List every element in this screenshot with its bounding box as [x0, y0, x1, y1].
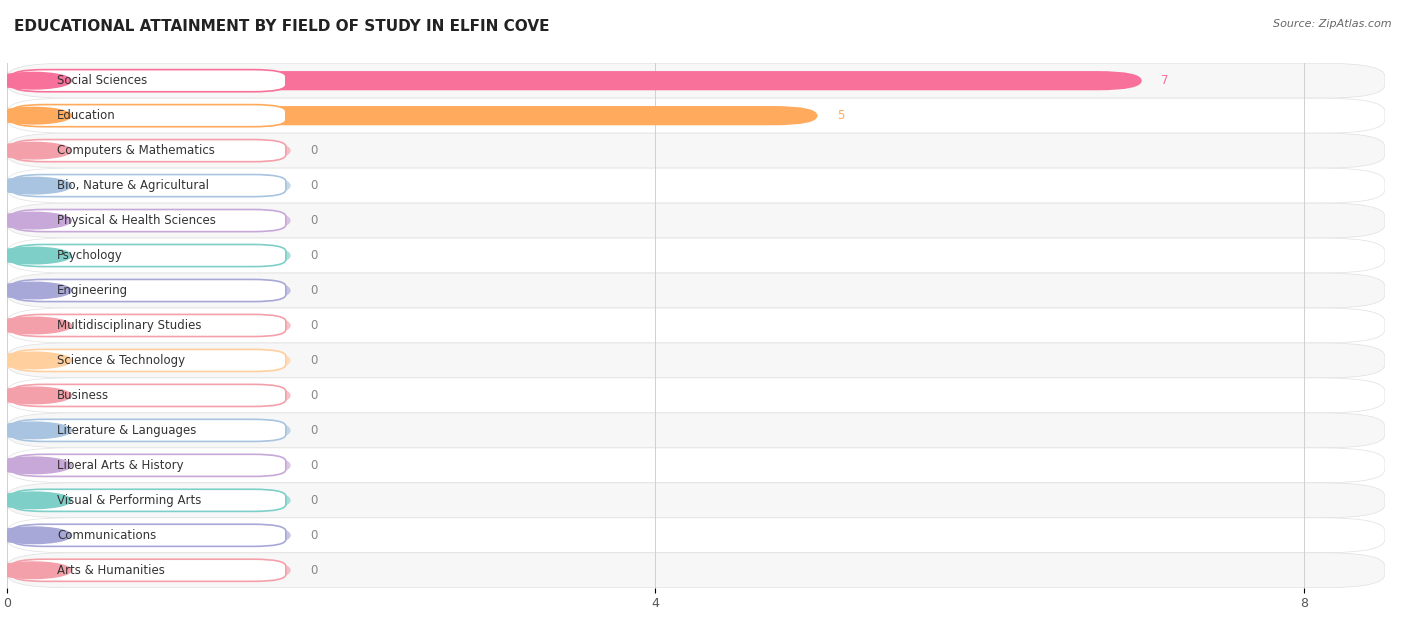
FancyBboxPatch shape	[7, 168, 1385, 203]
FancyBboxPatch shape	[7, 133, 1385, 168]
Text: Arts & Humanities: Arts & Humanities	[58, 564, 165, 577]
Circle shape	[0, 73, 72, 89]
FancyBboxPatch shape	[7, 63, 1385, 98]
FancyBboxPatch shape	[11, 105, 285, 126]
FancyBboxPatch shape	[7, 518, 1385, 553]
Text: Computers & Mathematics: Computers & Mathematics	[58, 144, 215, 157]
FancyBboxPatch shape	[7, 176, 291, 195]
Text: Science & Technology: Science & Technology	[58, 354, 186, 367]
Circle shape	[0, 422, 72, 439]
Text: Communications: Communications	[58, 529, 156, 542]
Text: Source: ZipAtlas.com: Source: ZipAtlas.com	[1274, 19, 1392, 29]
FancyBboxPatch shape	[11, 210, 285, 231]
FancyBboxPatch shape	[7, 343, 1385, 378]
FancyBboxPatch shape	[7, 308, 1385, 343]
Text: 0: 0	[311, 144, 318, 157]
Circle shape	[0, 562, 72, 578]
FancyBboxPatch shape	[7, 456, 291, 475]
FancyBboxPatch shape	[7, 238, 1385, 273]
FancyBboxPatch shape	[7, 526, 291, 545]
Circle shape	[0, 283, 72, 299]
Circle shape	[0, 178, 72, 194]
Text: Multidisciplinary Studies: Multidisciplinary Studies	[58, 319, 202, 332]
Text: 0: 0	[311, 319, 318, 332]
Text: Psychology: Psychology	[58, 249, 124, 262]
Text: 0: 0	[311, 529, 318, 542]
Circle shape	[0, 387, 72, 404]
FancyBboxPatch shape	[11, 454, 285, 477]
Circle shape	[0, 247, 72, 264]
FancyBboxPatch shape	[11, 245, 285, 267]
FancyBboxPatch shape	[11, 140, 285, 162]
Circle shape	[0, 107, 72, 124]
FancyBboxPatch shape	[7, 351, 291, 370]
FancyBboxPatch shape	[7, 71, 1142, 90]
FancyBboxPatch shape	[7, 561, 291, 580]
FancyBboxPatch shape	[7, 316, 291, 335]
FancyBboxPatch shape	[11, 279, 285, 301]
FancyBboxPatch shape	[11, 525, 285, 546]
FancyBboxPatch shape	[7, 421, 291, 440]
Text: Literature & Languages: Literature & Languages	[58, 424, 197, 437]
FancyBboxPatch shape	[11, 315, 285, 336]
FancyBboxPatch shape	[7, 448, 1385, 483]
Text: 0: 0	[311, 214, 318, 227]
Text: 0: 0	[311, 354, 318, 367]
Circle shape	[0, 492, 72, 509]
Text: 0: 0	[311, 389, 318, 402]
FancyBboxPatch shape	[7, 490, 291, 510]
Text: 0: 0	[311, 564, 318, 577]
Text: 0: 0	[311, 459, 318, 472]
Text: 0: 0	[311, 494, 318, 507]
FancyBboxPatch shape	[7, 413, 1385, 448]
Text: 0: 0	[311, 284, 318, 297]
Text: Bio, Nature & Agricultural: Bio, Nature & Agricultural	[58, 179, 209, 192]
Text: Visual & Performing Arts: Visual & Performing Arts	[58, 494, 201, 507]
FancyBboxPatch shape	[7, 246, 291, 265]
Circle shape	[0, 352, 72, 368]
Text: Physical & Health Sciences: Physical & Health Sciences	[58, 214, 217, 227]
Text: 7: 7	[1161, 74, 1168, 87]
FancyBboxPatch shape	[7, 553, 1385, 588]
Circle shape	[0, 142, 72, 159]
Text: EDUCATIONAL ATTAINMENT BY FIELD OF STUDY IN ELFIN COVE: EDUCATIONAL ATTAINMENT BY FIELD OF STUDY…	[14, 19, 550, 34]
FancyBboxPatch shape	[7, 378, 1385, 413]
Circle shape	[0, 457, 72, 473]
Text: Liberal Arts & History: Liberal Arts & History	[58, 459, 184, 472]
Text: Education: Education	[58, 109, 117, 122]
FancyBboxPatch shape	[11, 420, 285, 441]
FancyBboxPatch shape	[7, 141, 291, 161]
Circle shape	[0, 317, 72, 334]
Text: 0: 0	[311, 424, 318, 437]
Text: 5: 5	[837, 109, 845, 122]
Circle shape	[0, 212, 72, 229]
FancyBboxPatch shape	[7, 203, 1385, 238]
Text: Business: Business	[58, 389, 110, 402]
Text: Engineering: Engineering	[58, 284, 128, 297]
FancyBboxPatch shape	[11, 559, 285, 581]
FancyBboxPatch shape	[11, 384, 285, 406]
FancyBboxPatch shape	[7, 281, 291, 300]
FancyBboxPatch shape	[7, 483, 1385, 518]
FancyBboxPatch shape	[7, 386, 291, 405]
Text: 0: 0	[311, 179, 318, 192]
FancyBboxPatch shape	[7, 98, 1385, 133]
FancyBboxPatch shape	[7, 211, 291, 230]
FancyBboxPatch shape	[11, 489, 285, 511]
Text: 0: 0	[311, 249, 318, 262]
Circle shape	[0, 527, 72, 544]
FancyBboxPatch shape	[7, 106, 817, 125]
Text: Social Sciences: Social Sciences	[58, 74, 148, 87]
FancyBboxPatch shape	[11, 349, 285, 372]
FancyBboxPatch shape	[7, 273, 1385, 308]
FancyBboxPatch shape	[11, 174, 285, 197]
FancyBboxPatch shape	[11, 70, 285, 92]
